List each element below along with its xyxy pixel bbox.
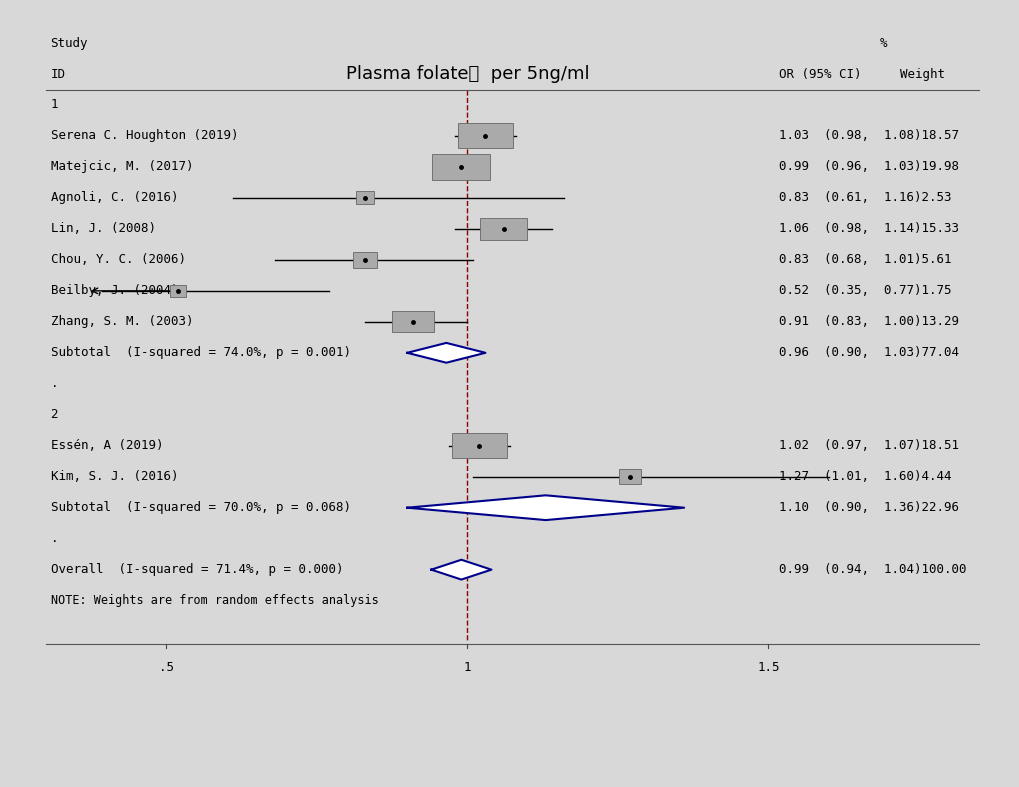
Polygon shape [407,343,485,363]
Polygon shape [407,495,684,520]
Text: NOTE: Weights are from random effects analysis: NOTE: Weights are from random effects an… [51,594,378,607]
Text: 0.83  (0.68,  1.01)5.61: 0.83 (0.68, 1.01)5.61 [777,253,950,266]
Text: 0.96  (0.90,  1.03)77.04: 0.96 (0.90, 1.03)77.04 [777,346,958,360]
Text: 0.99  (0.94,  1.04)100.00: 0.99 (0.94, 1.04)100.00 [777,563,965,576]
Text: .: . [51,377,58,390]
Text: 1.03  (0.98,  1.08)18.57: 1.03 (0.98, 1.08)18.57 [777,130,958,142]
Text: Serena C. Houghton (2019): Serena C. Houghton (2019) [51,130,237,142]
Bar [480,218,527,240]
Text: 2: 2 [51,408,58,421]
Text: Lin, J. (2008): Lin, J. (2008) [51,223,156,235]
Text: Subtotal  (I-squared = 70.0%, p = 0.068): Subtotal (I-squared = 70.0%, p = 0.068) [51,501,351,514]
Polygon shape [431,560,491,579]
Bar [391,312,434,332]
Text: Zhang, S. M. (2003): Zhang, S. M. (2003) [51,316,193,328]
Bar [356,191,374,205]
Text: Weight: Weight [899,68,944,80]
Text: Subtotal  (I-squared = 74.0%, p = 0.001): Subtotal (I-squared = 74.0%, p = 0.001) [51,346,351,360]
Text: 1: 1 [464,661,471,674]
Text: Essén, A (2019): Essén, A (2019) [51,439,163,453]
Text: .: . [51,532,58,545]
Text: Chou, Y. C. (2006): Chou, Y. C. (2006) [51,253,185,266]
Text: Beilby, J. (2004): Beilby, J. (2004) [51,284,178,297]
Text: ID: ID [51,68,65,80]
Bar [619,470,641,484]
Bar [170,285,186,297]
Text: 0.52  (0.35,  0.77)1.75: 0.52 (0.35, 0.77)1.75 [777,284,950,297]
Text: 1.06  (0.98,  1.14)15.33: 1.06 (0.98, 1.14)15.33 [777,223,958,235]
Text: 0.99  (0.96,  1.03)19.98: 0.99 (0.96, 1.03)19.98 [777,161,958,173]
Text: 1.10  (0.90,  1.36)22.96: 1.10 (0.90, 1.36)22.96 [777,501,958,514]
Bar [458,124,513,149]
Text: 0.91  (0.83,  1.00)13.29: 0.91 (0.83, 1.00)13.29 [777,316,958,328]
Bar [451,434,506,458]
Text: Study: Study [51,36,88,50]
Text: .5: .5 [159,661,173,674]
Text: 1.02  (0.97,  1.07)18.51: 1.02 (0.97, 1.07)18.51 [777,439,958,453]
Text: 1: 1 [51,98,58,112]
Text: Overall  (I-squared = 71.4%, p = 0.000): Overall (I-squared = 71.4%, p = 0.000) [51,563,342,576]
Text: Matejcic, M. (2017): Matejcic, M. (2017) [51,161,193,173]
Text: 1.27  (1.01,  1.60)4.44: 1.27 (1.01, 1.60)4.44 [777,470,950,483]
Text: 0.83  (0.61,  1.16)2.53: 0.83 (0.61, 1.16)2.53 [777,191,950,205]
Text: %: % [878,36,886,50]
Text: 1.5: 1.5 [756,661,779,674]
Bar [432,154,490,180]
Text: Plasma folate，  per 5ng/ml: Plasma folate， per 5ng/ml [345,65,589,83]
Text: Agnoli, C. (2016): Agnoli, C. (2016) [51,191,178,205]
Bar [353,252,377,268]
Text: Kim, S. J. (2016): Kim, S. J. (2016) [51,470,178,483]
Text: OR (95% CI): OR (95% CI) [777,68,860,80]
